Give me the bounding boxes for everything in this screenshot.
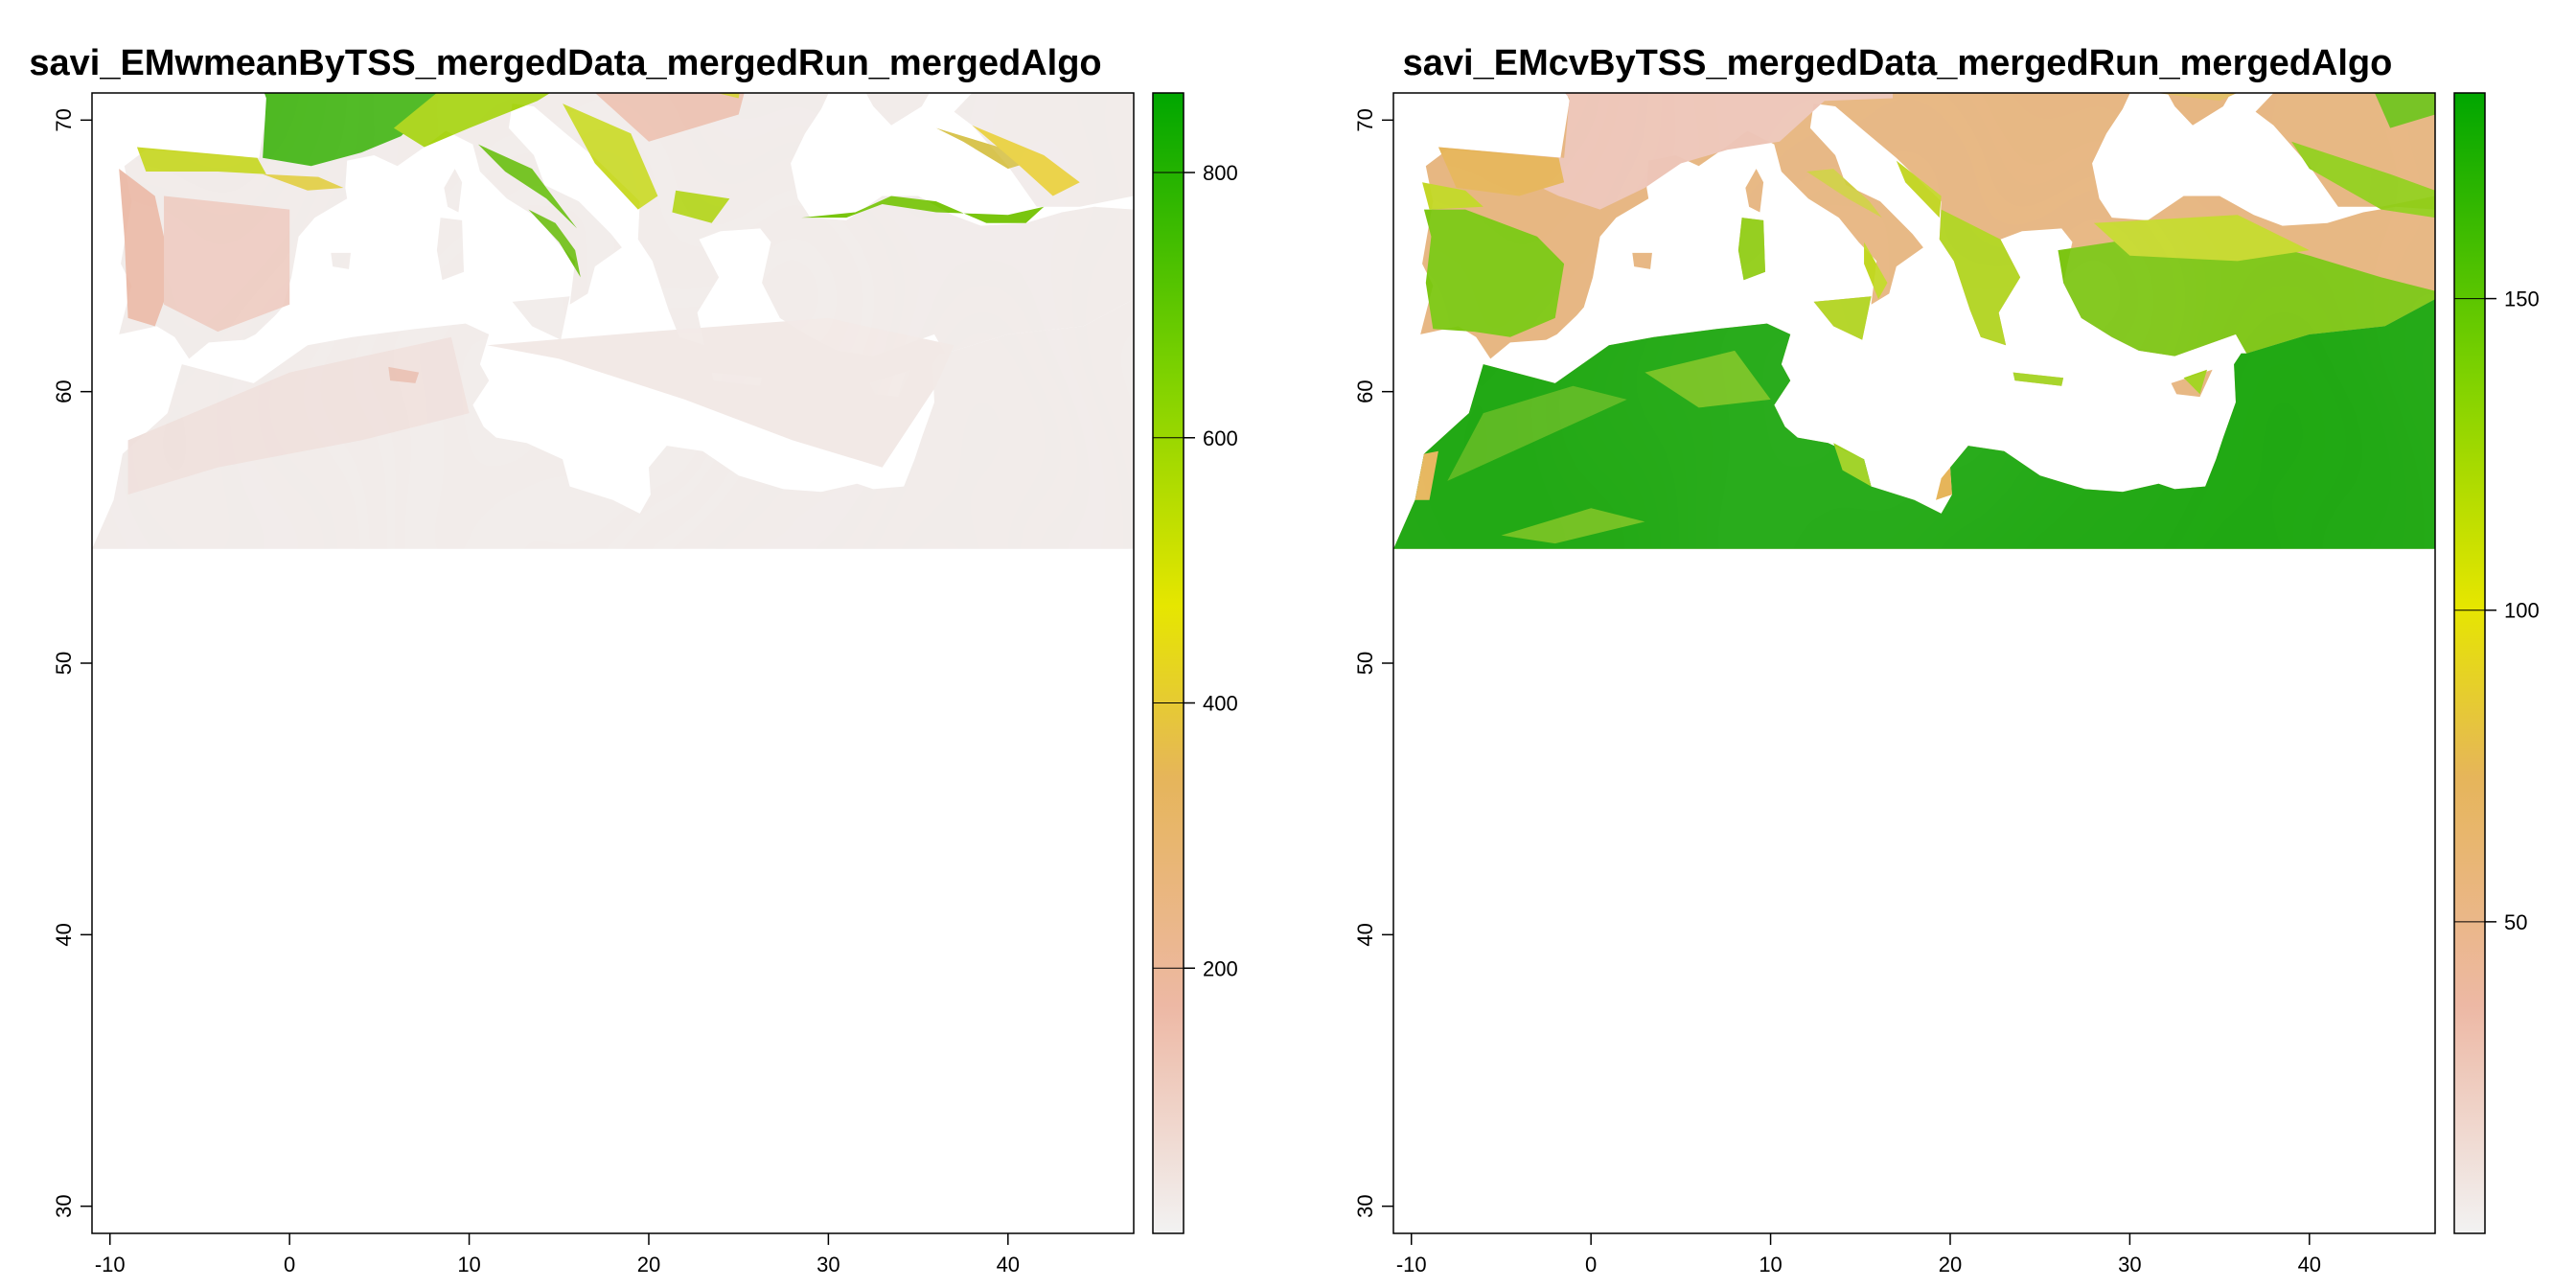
cv-x-tick-label: 10 [1759,1253,1782,1276]
cv-y-tick-label: 50 [1353,652,1377,675]
mean-map-raster [92,93,1134,549]
cv-y-tick-label: 40 [1353,923,1377,946]
cv-colorbar [2453,92,2486,1234]
mean-legend-tick-label: 800 [1203,161,1238,185]
mean-y-tick-label: 70 [52,108,76,131]
mean-y-tick-label: 40 [52,923,76,946]
mean-x-tick-label: 40 [997,1253,1020,1276]
cv-panel: savi_EMcvByTSS_mergedData_mergedRun_merg… [1353,43,2540,1276]
mean-colorbar [1152,92,1184,1234]
cv-legend-tick-label: 150 [2504,288,2540,311]
cv-legend-tick-label: 100 [2504,599,2540,623]
cv-y-tick-label: 60 [1353,380,1377,402]
cv-legend-tick-label: 50 [2504,910,2527,934]
cv-x-tick-label: 40 [2298,1253,2321,1276]
mean-panel-title: savi_EMwmeanByTSS_mergedData_mergedRun_m… [29,43,1101,83]
mean-legend-tick-label: 600 [1203,426,1238,450]
mean-y-tick-label: 60 [52,380,76,402]
mean-y-tick-label: 50 [52,652,76,675]
cv-legend: 50 100 150 [2453,92,2540,1234]
mean-legend-tick-label: 400 [1203,692,1238,716]
cv-x-tick-label: 20 [1939,1253,1962,1276]
mean-legend: 200 400 600 800 [1152,92,1238,1234]
cv-x-tick-label: 30 [2118,1253,2141,1276]
cv-panel-title: savi_EMcvByTSS_mergedData_mergedRun_merg… [1403,43,2393,83]
cv-y-tick-label: 70 [1353,108,1377,131]
cv-x-tick-label: -10 [1396,1253,1427,1276]
mean-x-tick-label: 30 [816,1253,840,1276]
mean-x-tick-label: 0 [284,1253,295,1276]
cv-x-tick-label: 0 [1585,1253,1597,1276]
mean-legend-tick-label: 200 [1203,956,1238,980]
cv-y-tick-label: 30 [1353,1194,1377,1217]
mean-x-tick-label: 10 [457,1253,480,1276]
mean-x-tick-label: -10 [95,1253,126,1276]
cv-map-raster [1393,93,2435,549]
mean-y-tick-label: 30 [52,1194,76,1217]
mean-panel: savi_EMwmeanByTSS_mergedData_mergedRun_m… [29,43,1238,1276]
mean-x-tick-label: 20 [637,1253,660,1276]
